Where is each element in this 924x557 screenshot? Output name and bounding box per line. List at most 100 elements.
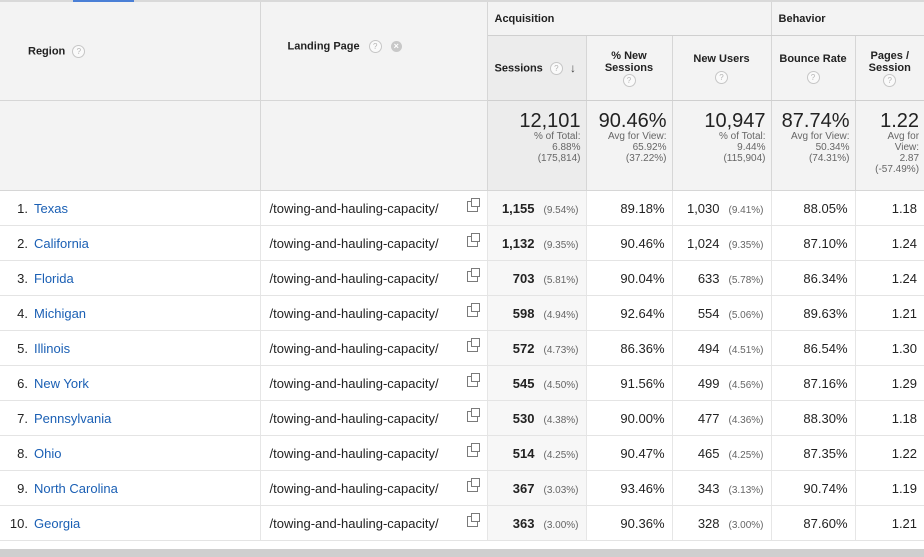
group-header-acquisition: Acquisition	[487, 2, 772, 36]
landing-page-cell: /towing-and-hauling-capacity/	[260, 435, 488, 471]
new-users-cell: 343 (3.13%)	[672, 470, 772, 506]
column-header-bounce-rate[interactable]: Bounce Rate ?	[771, 35, 856, 101]
help-icon[interactable]: ?	[715, 70, 728, 84]
new-sessions-cell: 86.36%	[586, 330, 673, 366]
region-link[interactable]: Ohio	[34, 435, 261, 471]
top-divider	[0, 0, 924, 2]
new-users-value: 328	[697, 515, 720, 531]
new-sessions-cell: 93.46%	[586, 470, 673, 506]
bounce-rate-cell: 86.34%	[771, 260, 856, 296]
region-link[interactable]: North Carolina	[34, 470, 261, 506]
bounce-rate-cell: 87.10%	[771, 225, 856, 261]
region-link[interactable]: Pennsylvania	[34, 400, 261, 436]
open-page-icon[interactable]	[466, 513, 480, 527]
help-icon[interactable]: ?	[368, 40, 382, 53]
total-value: 87.74%	[781, 110, 850, 132]
bounce-rate-cell: 90.74%	[771, 470, 856, 506]
row-index: 10.	[0, 505, 34, 541]
region-link[interactable]: Georgia	[34, 505, 261, 541]
open-page-icon[interactable]	[466, 303, 480, 317]
help-icon[interactable]: ?	[806, 70, 820, 84]
pages-session-cell: 1.29	[855, 365, 924, 401]
landing-page-text: /towing-and-hauling-capacity/	[269, 445, 439, 461]
new-users-cell: 633 (5.78%)	[672, 260, 772, 296]
new-users-value: 494	[697, 340, 720, 356]
help-icon[interactable]: ?	[72, 44, 86, 58]
new-users-value: 499	[697, 375, 720, 391]
column-header-landing-page[interactable]: Landing Page ? ×	[260, 2, 488, 101]
bounce-rate-cell: 87.35%	[771, 435, 856, 471]
sessions-value: 514	[512, 445, 535, 461]
landing-page-cell: /towing-and-hauling-capacity/	[260, 330, 488, 366]
horizontal-scrollbar[interactable]	[0, 549, 924, 557]
landing-page-text: /towing-and-hauling-capacity/	[269, 270, 439, 286]
table-row: 7. Pennsylvania/towing-and-hauling-capaci…	[0, 400, 924, 436]
bounce-rate-cell: 89.63%	[771, 295, 856, 331]
landing-page-text: /towing-and-hauling-capacity/	[269, 480, 439, 496]
sessions-cell: 703 (5.81%)	[487, 260, 587, 296]
open-page-icon[interactable]	[466, 373, 480, 387]
column-label-region: Region	[28, 44, 66, 57]
sessions-value: 545	[512, 375, 535, 391]
sessions-percent: (9.54%)	[543, 204, 579, 216]
bounce-rate-cell: 87.16%	[771, 365, 856, 401]
column-header-sessions[interactable]: Sessions ? ↓	[487, 35, 587, 101]
open-page-icon[interactable]	[466, 408, 480, 422]
help-icon[interactable]: ?	[622, 73, 636, 87]
region-link[interactable]: Florida	[34, 260, 261, 296]
totals-row: 12,101 % of Total: 6.88% (175,814) 90.46…	[0, 100, 924, 191]
total-caption: (175,814)	[537, 153, 581, 164]
table-row: 2. California/towing-and-hauling-capacity…	[0, 225, 924, 261]
new-users-percent: (3.13%)	[728, 484, 764, 496]
column-label-landing-page: Landing Page	[287, 40, 360, 53]
open-page-icon[interactable]	[466, 268, 480, 282]
open-page-icon[interactable]	[466, 233, 480, 247]
new-sessions-cell: 91.56%	[586, 365, 673, 401]
column-header-pages-session[interactable]: Pages / Session ?	[855, 35, 924, 101]
totals-empty-cell	[0, 100, 261, 191]
region-link[interactable]: New York	[34, 365, 261, 401]
help-icon[interactable]: ?	[549, 61, 563, 75]
open-page-icon[interactable]	[466, 443, 480, 457]
pages-session-cell: 1.18	[855, 400, 924, 436]
region-link[interactable]: Michigan	[34, 295, 261, 331]
sessions-cell: 545 (4.50%)	[487, 365, 587, 401]
sessions-percent: (3.03%)	[543, 484, 579, 496]
row-index: 7.	[0, 400, 34, 436]
region-link[interactable]: Texas	[34, 190, 261, 226]
new-users-value: 1,024	[686, 235, 720, 251]
new-sessions-cell: 90.46%	[586, 225, 673, 261]
table-row: 10. Georgia/towing-and-hauling-capacity/3…	[0, 505, 924, 541]
new-users-percent: (3.00%)	[728, 519, 764, 531]
table-row: 8. Ohio/towing-and-hauling-capacity/514 (4…	[0, 435, 924, 471]
new-users-cell: 554 (5.06%)	[672, 295, 772, 331]
landing-page-cell: /towing-and-hauling-capacity/	[260, 400, 488, 436]
sort-descending-icon[interactable]: ↓	[569, 61, 576, 75]
open-page-icon[interactable]	[466, 198, 480, 212]
sessions-cell: 363 (3.00%)	[487, 505, 587, 541]
total-caption: (37.22%)	[625, 153, 667, 164]
total-caption: (115,904)	[723, 153, 766, 164]
column-header-new-sessions[interactable]: % New Sessions ?	[586, 35, 673, 101]
bounce-rate-cell: 88.30%	[771, 400, 856, 436]
new-users-cell: 1,030 (9.41%)	[672, 190, 772, 226]
column-header-new-users[interactable]: New Users ?	[672, 35, 772, 101]
total-value: 90.46%	[598, 110, 667, 132]
pages-session-cell: 1.30	[855, 330, 924, 366]
pages-session-cell: 1.21	[855, 505, 924, 541]
new-users-percent: (5.06%)	[728, 309, 764, 321]
region-link[interactable]: California	[34, 225, 261, 261]
column-header-region[interactable]: Region ?	[0, 2, 261, 101]
sessions-cell: 530 (4.38%)	[487, 400, 587, 436]
sessions-cell: 514 (4.25%)	[487, 435, 587, 471]
remove-dimension-icon[interactable]: ×	[390, 41, 402, 52]
pages-session-cell: 1.24	[855, 225, 924, 261]
region-link[interactable]: Illinois	[34, 330, 261, 366]
help-icon[interactable]: ?	[883, 73, 897, 87]
open-page-icon[interactable]	[466, 338, 480, 352]
landing-page-text: /towing-and-hauling-capacity/	[269, 235, 439, 251]
row-index: 4.	[0, 295, 34, 331]
open-page-icon[interactable]	[466, 478, 480, 492]
sessions-percent: (4.50%)	[543, 379, 579, 391]
total-caption: 50.34%	[815, 142, 850, 153]
